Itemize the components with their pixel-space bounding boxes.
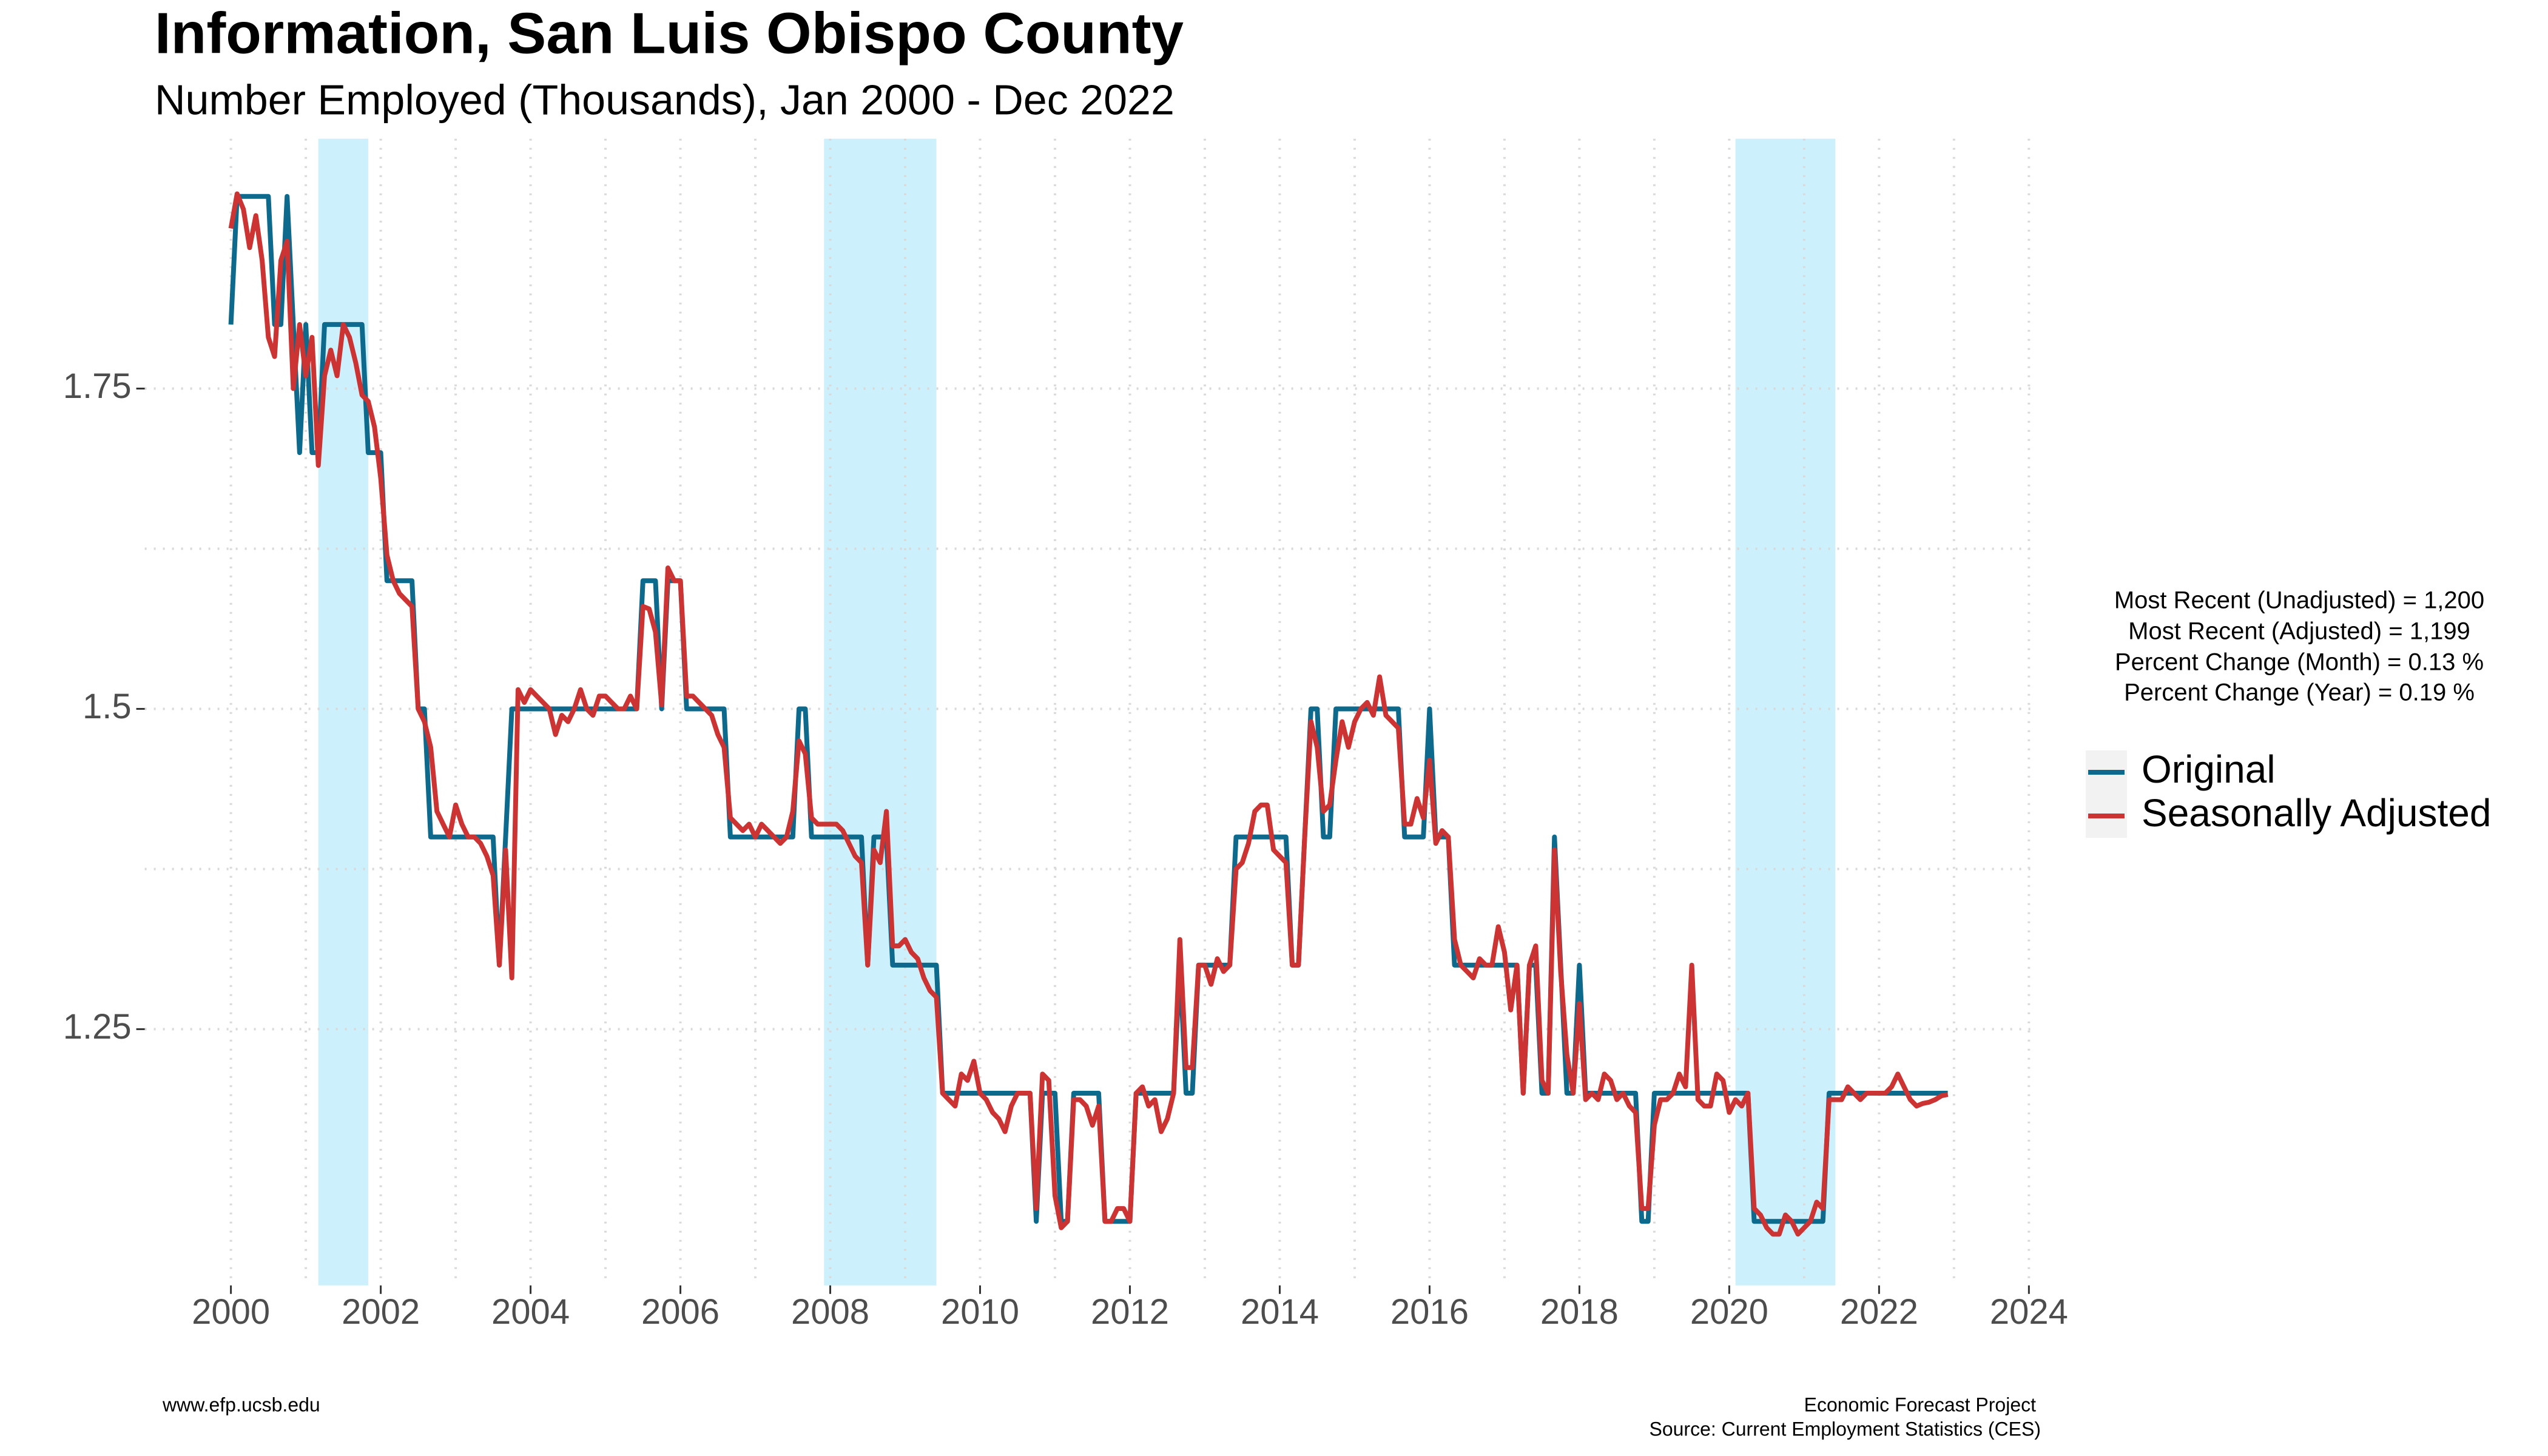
recession-band bbox=[824, 138, 937, 1286]
chart-title: Information, San Luis Obispo County bbox=[155, 1, 1184, 66]
legend-label: Seasonally Adjusted bbox=[2142, 791, 2491, 835]
y-tick-label: 1.25 bbox=[63, 1007, 132, 1046]
y-tick-label: 1.5 bbox=[83, 687, 132, 726]
annotation: Percent Change (Month) = 0.13 % bbox=[2115, 649, 2484, 676]
x-tick-label: 2016 bbox=[1390, 1292, 1469, 1332]
chart-subtitle: Number Employed (Thousands), Jan 2000 - … bbox=[155, 76, 1175, 123]
x-tick-label: 2006 bbox=[641, 1292, 720, 1332]
footer-url: www.efp.ucsb.edu bbox=[162, 1394, 320, 1415]
x-tick-label: 2000 bbox=[192, 1292, 270, 1332]
legend-label: Original bbox=[2142, 747, 2276, 791]
annotation: Most Recent (Unadjusted) = 1,200 bbox=[2114, 587, 2484, 614]
x-tick-label: 2014 bbox=[1241, 1292, 1319, 1332]
x-tick-label: 2018 bbox=[1540, 1292, 1619, 1332]
plot-background bbox=[144, 138, 2034, 1286]
x-tick-label: 2012 bbox=[1091, 1292, 1169, 1332]
x-tick-label: 2002 bbox=[342, 1292, 420, 1332]
annotation: Most Recent (Adjusted) = 1,199 bbox=[2128, 618, 2470, 645]
series-line bbox=[228, 194, 1948, 1224]
recession-band bbox=[1735, 138, 1836, 1286]
x-tick-label: 2024 bbox=[1990, 1292, 2068, 1332]
x-tick-label: 2020 bbox=[1690, 1292, 1768, 1332]
annotation: Percent Change (Year) = 0.19 % bbox=[2124, 679, 2475, 706]
recession-band bbox=[318, 138, 368, 1286]
series-line bbox=[228, 191, 1949, 1237]
x-tick-label: 2004 bbox=[491, 1292, 570, 1332]
x-tick-label: 2008 bbox=[791, 1292, 869, 1332]
x-tick-label: 2022 bbox=[1840, 1292, 1918, 1332]
footer-source: Source: Current Employment Statistics (C… bbox=[1649, 1418, 2041, 1440]
x-tick-label: 2010 bbox=[941, 1292, 1019, 1332]
y-tick-label: 1.75 bbox=[63, 366, 132, 406]
footer-source: Economic Forecast Project bbox=[1804, 1394, 2036, 1415]
